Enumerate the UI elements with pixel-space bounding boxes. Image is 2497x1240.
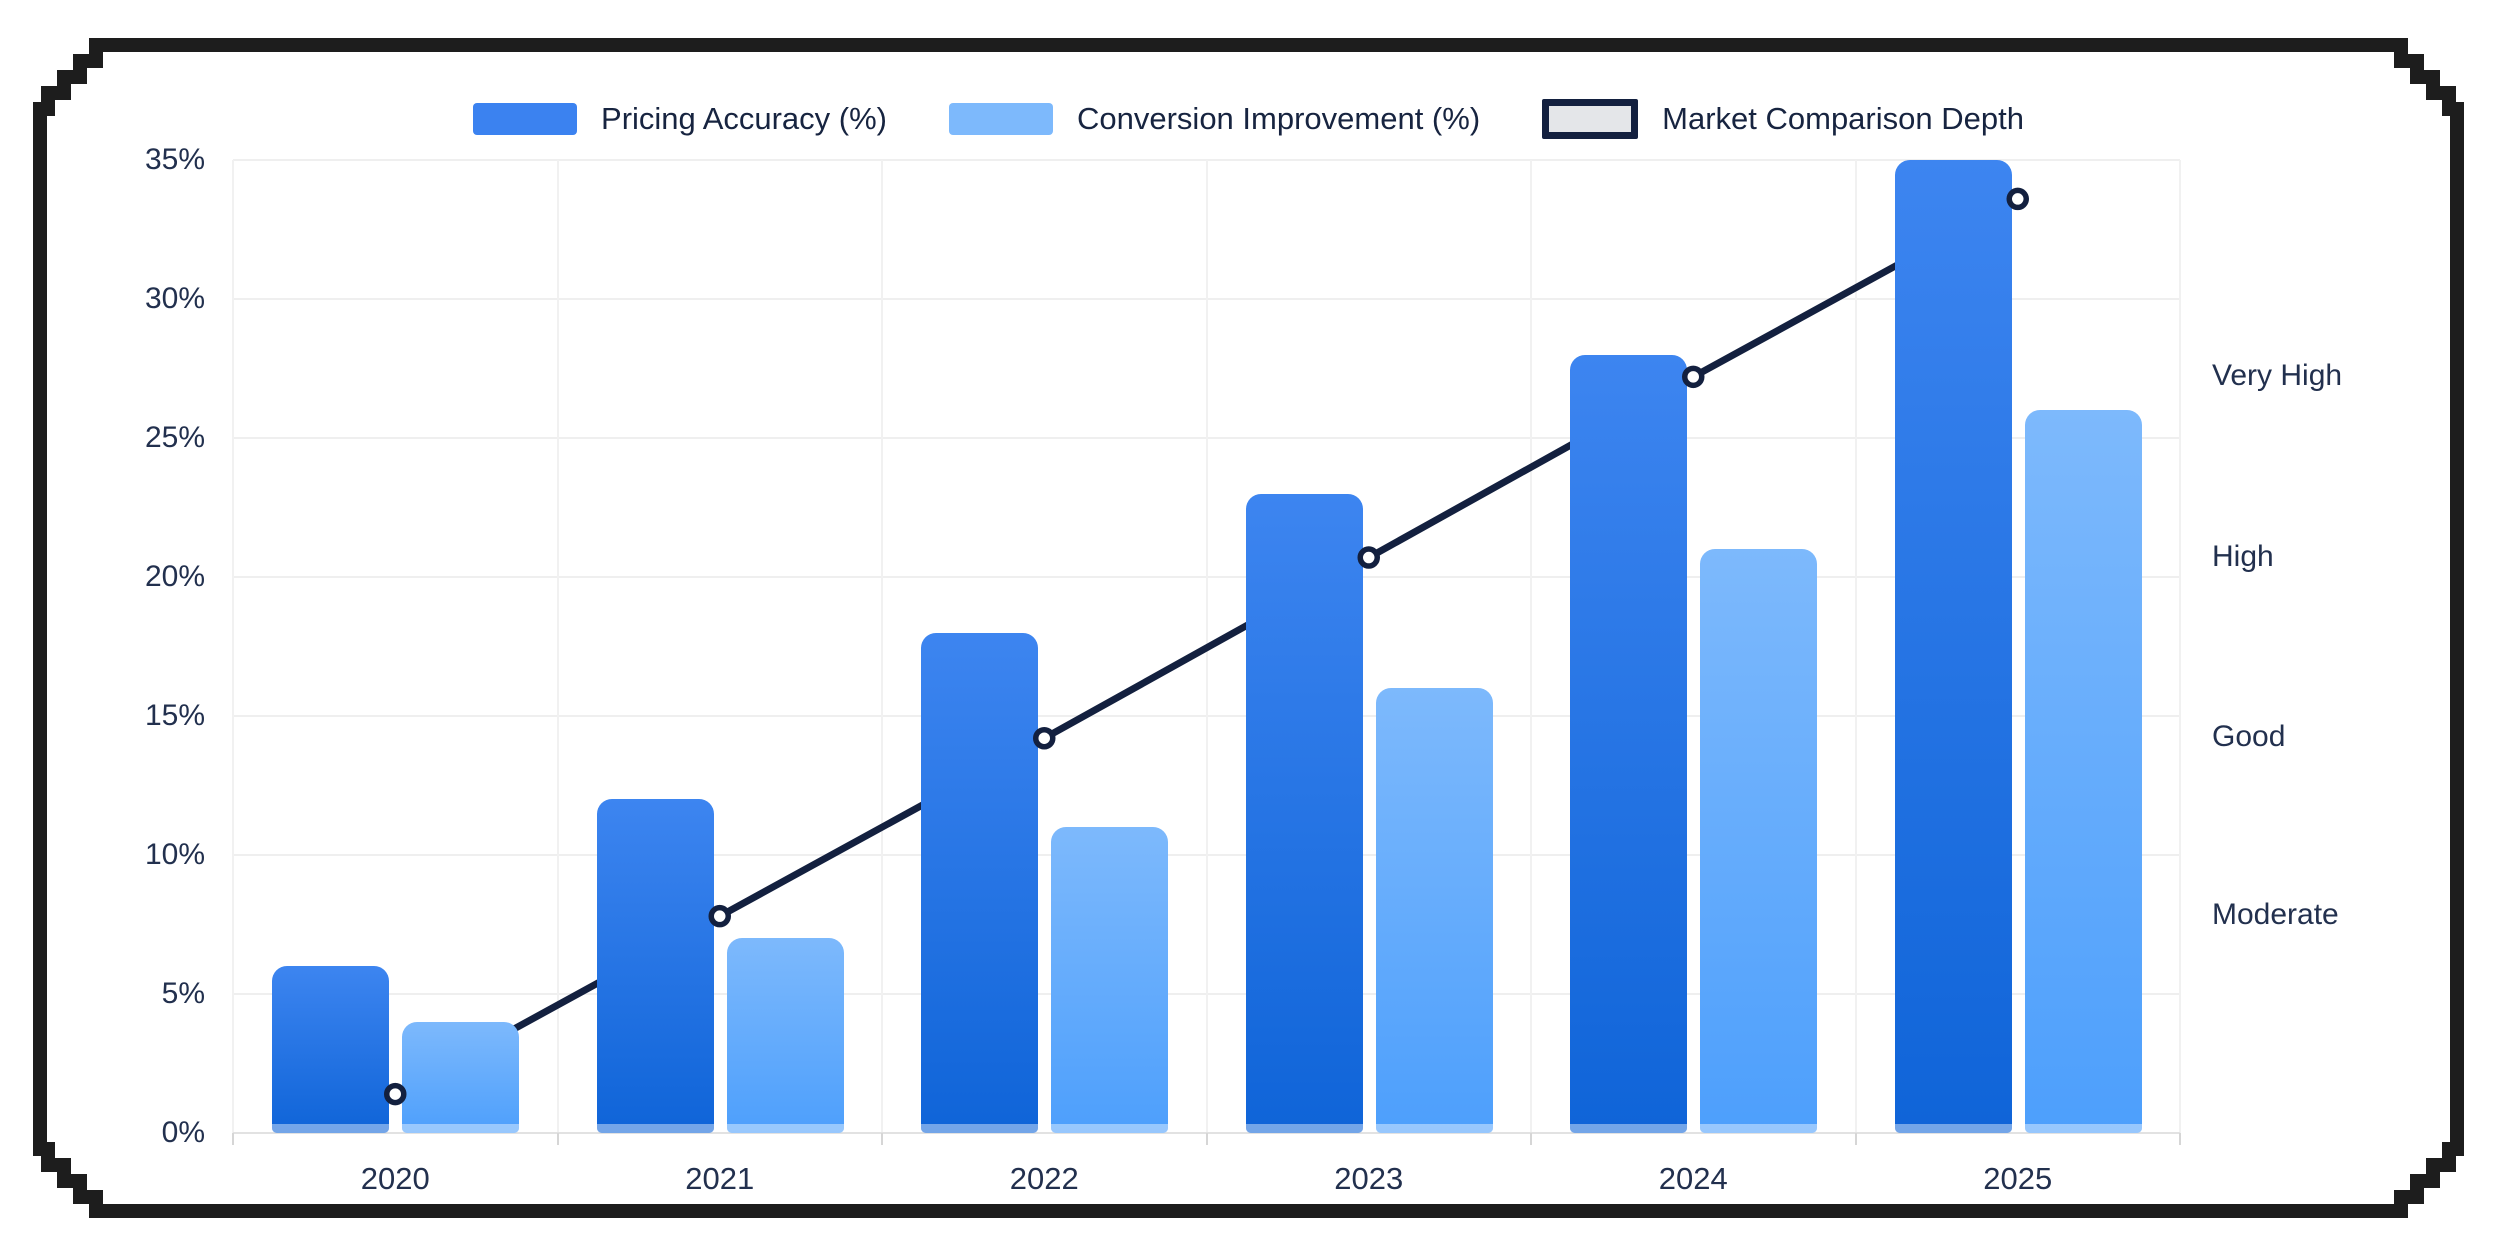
legend-item-label: Market Comparison Depth	[1662, 101, 2024, 136]
x-axis-tick-label: 2023	[1334, 1161, 1404, 1196]
y-axis-tick-label: 30%	[144, 282, 205, 315]
y-axis-tick-label: 35%	[144, 143, 205, 176]
bar-pricing-accuracy-2022[interactable]	[921, 632, 1039, 1133]
bar-conversion-improvement-2024[interactable]	[1700, 549, 1818, 1133]
bar-conversion-improvement-2022[interactable]	[1051, 827, 1169, 1133]
legend-line-swatch-icon	[1542, 99, 1639, 139]
y-axis-tick-label: 15%	[144, 699, 205, 732]
bar-conversion-improvement-2025[interactable]	[2024, 410, 2142, 1133]
bar-conversion-improvement-2021[interactable]	[726, 938, 844, 1133]
y-axis-tick-label: 25%	[144, 421, 205, 454]
y-axis-tick-label: 20%	[144, 560, 205, 593]
bar-conversion-improvement-2023[interactable]	[1375, 688, 1493, 1133]
right-axis-tick-label: Moderate	[2212, 898, 2339, 932]
right-axis-tick-label: Very High	[2212, 358, 2343, 392]
legend-item-pricing-accuracy[interactable]: Pricing Accuracy (%)	[473, 101, 887, 137]
bar-pricing-accuracy-2023[interactable]	[1245, 493, 1363, 1133]
legend-item-market-comparison-depth[interactable]: Market Comparison Depth	[1542, 99, 2024, 139]
x-axis-tick-label: 2024	[1658, 1161, 1728, 1196]
y-axis-tick-label: 5%	[161, 977, 205, 1010]
legend-bar-swatch-icon	[473, 103, 578, 135]
x-axis-tick-label: 2022	[1009, 1161, 1079, 1196]
bar-conversion-improvement-2020[interactable]	[402, 1021, 520, 1133]
legend: Pricing Accuracy (%) Conversion Improveme…	[0, 96, 2497, 142]
right-axis-tick-label: Good	[2212, 720, 2286, 754]
y-axis-tick-label: 0%	[161, 1116, 205, 1149]
y-axis-tick-label: 10%	[144, 838, 205, 871]
bar-pricing-accuracy-2021[interactable]	[596, 799, 714, 1133]
x-axis-tick-label: 2021	[685, 1161, 755, 1196]
bar-pricing-accuracy-2020[interactable]	[272, 966, 390, 1133]
x-axis-tick-label: 2025	[1983, 1161, 2053, 1196]
legend-item-conversion-improvement[interactable]: Conversion Improvement (%)	[949, 101, 1480, 137]
bar-pricing-accuracy-2024[interactable]	[1570, 354, 1688, 1133]
legend-item-label: Conversion Improvement (%)	[1077, 101, 1481, 136]
legend-item-label: Pricing Accuracy (%)	[601, 101, 887, 136]
bar-pricing-accuracy-2025[interactable]	[1894, 160, 2012, 1133]
right-axis-tick-label: High	[2212, 539, 2274, 573]
legend-bar-swatch-icon	[949, 103, 1053, 135]
x-axis-tick-label: 2020	[360, 1161, 430, 1196]
